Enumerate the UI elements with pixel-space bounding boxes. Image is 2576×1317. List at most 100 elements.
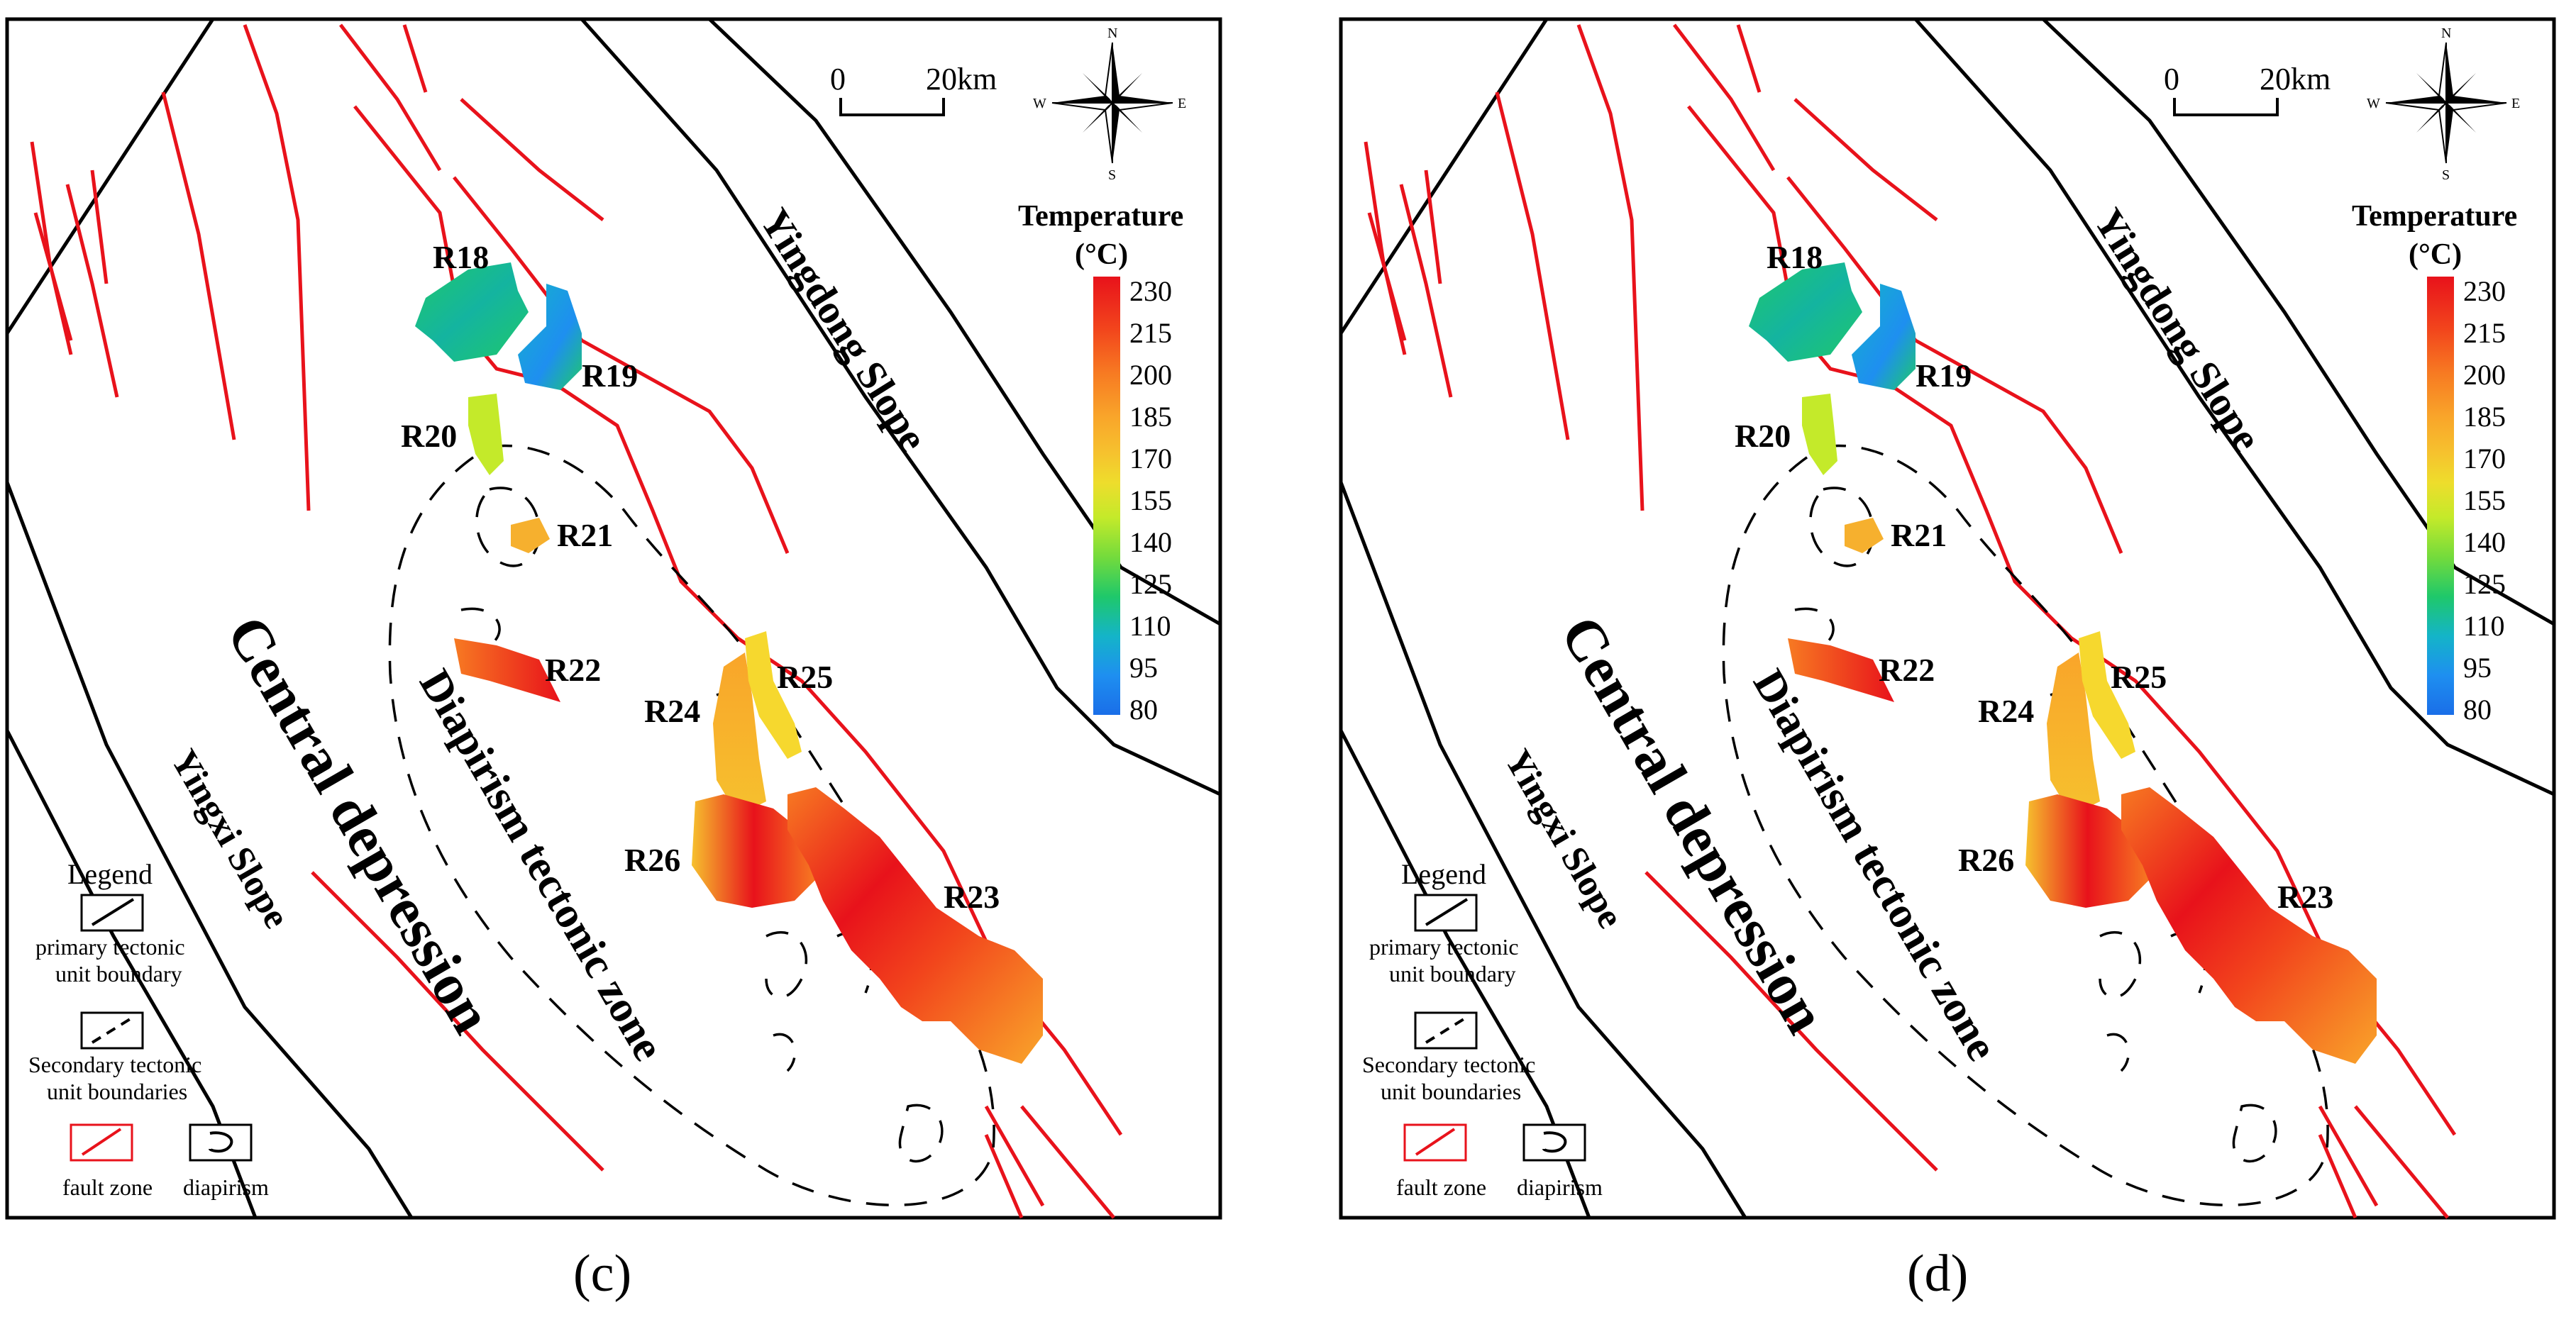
label-r23: R23 — [2277, 879, 2333, 915]
scale-distance: 20km — [926, 62, 997, 96]
label-r19: R19 — [582, 357, 638, 394]
colorbar-tick-label: 170 — [2463, 443, 2506, 474]
legend-primary-1: primary tectonic — [1369, 934, 1519, 960]
label-r23: R23 — [944, 879, 1000, 915]
compass-e: E — [2511, 96, 2520, 111]
compass-n: N — [2441, 26, 2451, 41]
legend: Legend primary tectonic unit boundary Se… — [1362, 858, 1603, 1200]
colorbar-tick-label: 125 — [2463, 568, 2506, 600]
reservoirs — [1749, 262, 2377, 1064]
compass-s: S — [2442, 167, 2450, 183]
compass-w: W — [1033, 96, 1046, 111]
scale-zero: 0 — [2164, 62, 2179, 96]
reservoir-r18-shape — [415, 262, 529, 362]
colorbar-tick-label: 230 — [1129, 275, 1172, 307]
label-r22: R22 — [545, 652, 601, 688]
primary-boundaries — [5, 18, 1222, 1219]
label-r18: R18 — [1767, 239, 1823, 275]
legend-diapirism: diapirism — [183, 1174, 269, 1200]
temperature-colorbar: Temperature (°C) 230 215 200 185 170 155 140 12… — [2352, 200, 2517, 726]
compass-s: S — [1108, 167, 1116, 183]
label-r24: R24 — [644, 693, 700, 729]
reservoir-r18-shape — [1749, 262, 1862, 362]
reservoir-r21-shape — [1845, 518, 1884, 553]
colorbar-tick-label: 155 — [2463, 484, 2506, 516]
legend-primary-2: unit boundary — [55, 961, 182, 987]
scale-zero: 0 — [830, 62, 846, 96]
legend-primary-2: unit boundary — [1389, 961, 1516, 987]
label-r21: R21 — [1891, 517, 1947, 553]
legend-secondary-1: Secondary tectonic — [1362, 1052, 1535, 1077]
colorbar-title: Temperature — [1018, 200, 1183, 233]
label-r21: R21 — [557, 517, 613, 553]
legend-title: Legend — [67, 858, 153, 890]
reservoir-r21-shape — [511, 518, 550, 553]
colorbar-tick-label: 155 — [1129, 484, 1172, 516]
compass-e: E — [1178, 96, 1186, 111]
legend-primary-1: primary tectonic — [35, 934, 185, 960]
temperature-colorbar: Temperature (°C) 230 215 200 185 170 155 140 12… — [1018, 200, 1183, 726]
reservoir-r19-shape — [518, 284, 582, 390]
reservoir-r20-shape — [1802, 394, 1837, 475]
colorbar-tick-label: 200 — [1129, 359, 1172, 391]
compass-rose-icon: N S W E — [2367, 26, 2520, 183]
colorbar-tick-label: 185 — [1129, 401, 1172, 433]
compass-w: W — [2367, 96, 2380, 111]
scale-bar: 0 20km — [2164, 62, 2331, 116]
label-r25: R25 — [777, 659, 833, 695]
colorbar-tick-label: 95 — [2463, 652, 2492, 684]
label-r20: R20 — [1735, 418, 1791, 454]
reservoir-r24-shape — [2047, 652, 2100, 816]
reservoirs — [415, 262, 1043, 1064]
reservoir-r22-shape — [1788, 638, 1894, 702]
colorbar-tick-label: 215 — [1129, 317, 1172, 349]
colorbar-tick-label: 140 — [1129, 526, 1172, 558]
panel-group: R18 R19 R20 R21 R22 R24 R25 R26 R23 Ying… — [1339, 17, 2556, 1303]
colorbar-title: Temperature — [2352, 200, 2517, 233]
colorbar-tick-label: 95 — [1129, 652, 1158, 684]
reservoir-labels: R18 R19 R20 R21 R22 R24 R25 R26 R23 — [1735, 239, 2333, 915]
reservoir-r23-shape — [2121, 787, 2377, 1064]
legend-title: Legend — [1401, 858, 1486, 890]
colorbar-tick-label: 215 — [2463, 317, 2506, 349]
reservoir-r20-shape — [468, 394, 504, 475]
reservoir-r19-shape — [1852, 284, 1916, 390]
panel-letter: (c) — [573, 1245, 631, 1303]
reservoir-r24-shape — [713, 652, 766, 816]
reservoir-r25-shape — [745, 631, 802, 759]
legend-fault-zone: fault zone — [1396, 1174, 1486, 1200]
colorbar-tick-label: 110 — [1129, 610, 1171, 642]
reservoir-r26-shape — [2025, 794, 2150, 908]
colorbar-tick-label: 125 — [1129, 568, 1172, 600]
label-r22: R22 — [1879, 652, 1935, 688]
label-r26: R26 — [1958, 842, 2014, 878]
panel-letter: (d) — [1907, 1245, 1968, 1303]
legend: Legend primary tectonic unit boundary Se… — [28, 858, 269, 1200]
reservoir-r26-shape — [692, 794, 816, 908]
scale-distance: 20km — [2260, 62, 2331, 96]
label-r25: R25 — [2111, 659, 2167, 695]
reservoir-r22-shape — [454, 638, 560, 702]
primary-boundaries — [1339, 18, 2555, 1219]
legend-secondary-2: unit boundaries — [47, 1079, 187, 1104]
reservoir-labels: R18 R19 R20 R21 R22 R24 R25 R26 R23 — [401, 239, 1000, 915]
colorbar-tick-label: 80 — [2463, 694, 2492, 726]
compass-n: N — [1107, 26, 1117, 41]
compass-rose-icon: N S W E — [1033, 26, 1186, 183]
colorbar-tick-label: 80 — [1129, 694, 1158, 726]
colorbar-tick-label: 110 — [2463, 610, 2505, 642]
colorbar-tick-label: 230 — [2463, 275, 2506, 307]
colorbar-unit: (°C) — [2409, 238, 2462, 271]
colorbar-tick-label: 170 — [1129, 443, 1172, 474]
colorbar-tick-label: 200 — [2463, 359, 2506, 391]
legend-secondary-1: Secondary tectonic — [28, 1052, 201, 1077]
label-r24: R24 — [1978, 693, 2034, 729]
label-r20: R20 — [401, 418, 457, 454]
label-r26: R26 — [624, 842, 680, 878]
reservoir-r25-shape — [2079, 631, 2135, 759]
legend-secondary-2: unit boundaries — [1381, 1079, 1521, 1104]
legend-fault-zone: fault zone — [62, 1174, 153, 1200]
panel-group: R18 R19 R20 R21 R22 R24 R25 R26 R23 Ying… — [5, 17, 1222, 1303]
